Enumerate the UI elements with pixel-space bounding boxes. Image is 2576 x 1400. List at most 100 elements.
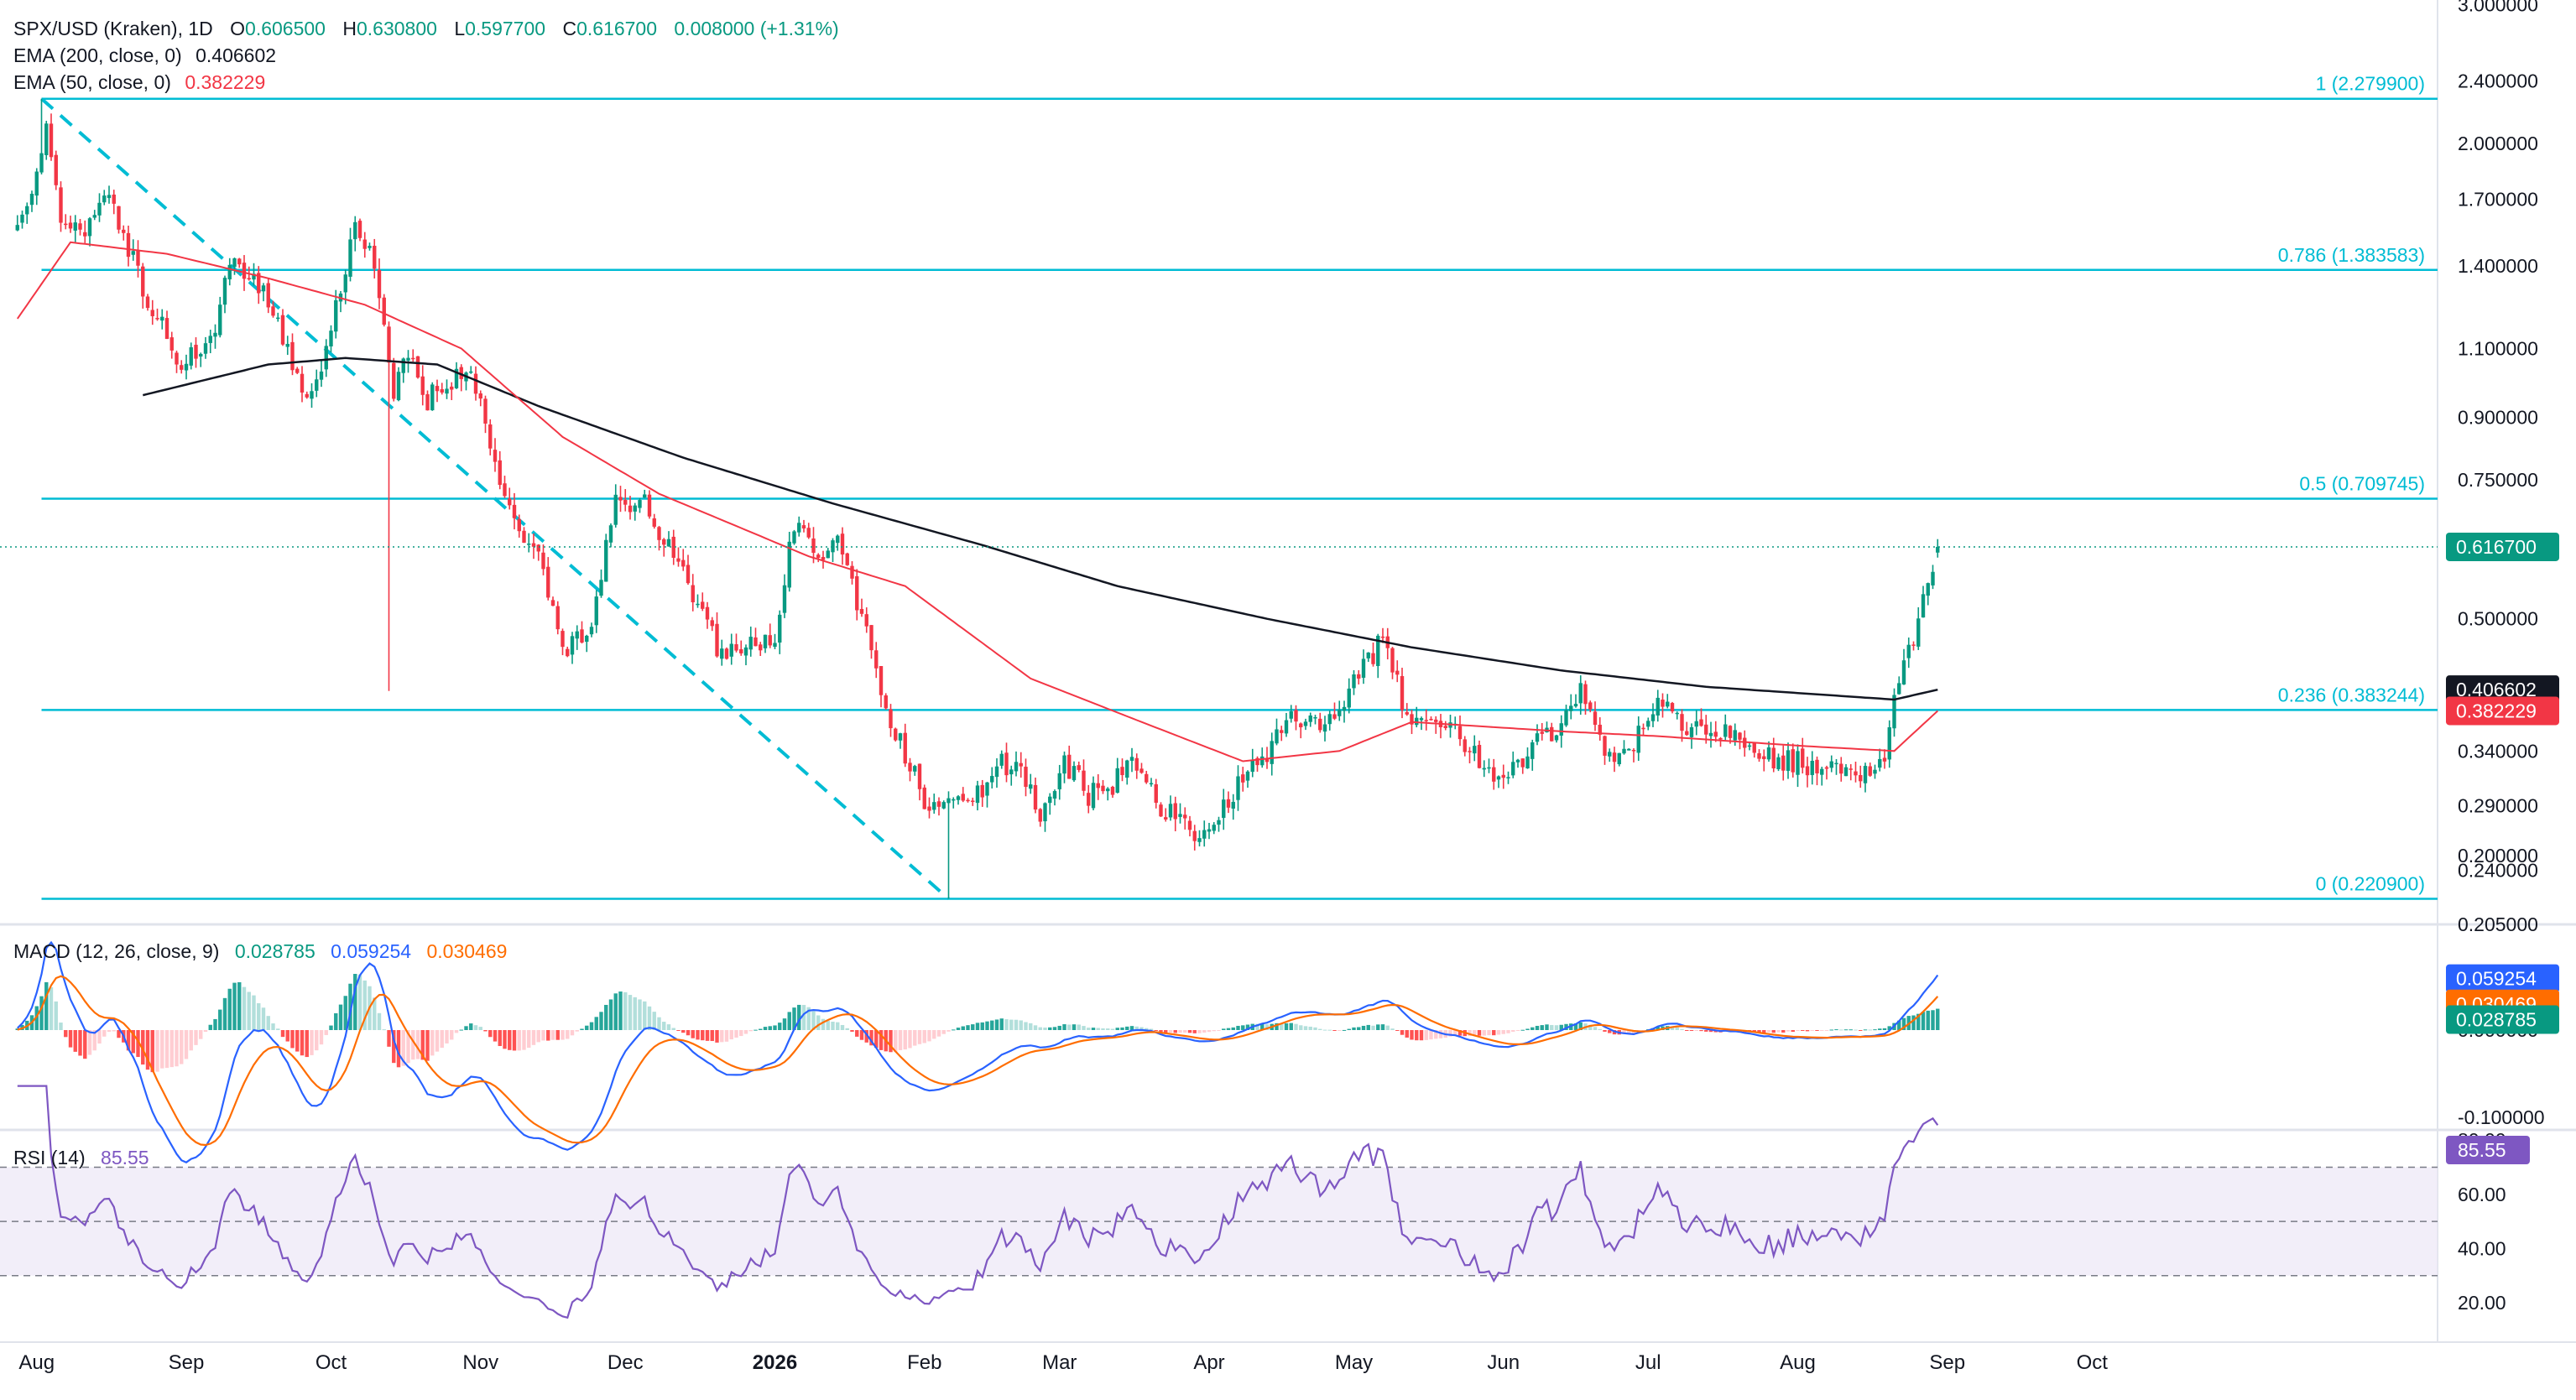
time-tick-label: Feb [907,1351,941,1374]
fib-level[interactable]: 1 (2.279900) [41,73,2438,100]
macd-pane[interactable] [15,940,1940,1163]
macd-bar [396,1030,401,1068]
macd-bar [1183,1030,1187,1033]
fib-level[interactable]: 0.786 (1.383583) [41,244,2438,272]
macd-bar [724,1030,729,1042]
macd-bar [1352,1027,1356,1030]
candle [720,639,724,666]
macd-bar [1689,1030,1694,1032]
macd-bar [1390,1028,1395,1030]
macd-label[interactable]: MACD (12, 26, close, 9) [13,940,219,962]
macd-bar [257,1002,261,1030]
macd-bar [1197,1030,1202,1033]
macd-bar [608,999,613,1030]
time-tick-label: Oct [315,1351,347,1374]
candle [743,644,748,666]
candle [913,764,917,776]
macd-bar [913,1030,917,1046]
macd-bar [1520,1029,1525,1031]
macd-bar [1380,1024,1385,1030]
macd-bar [874,1030,879,1049]
macd-bar [498,1030,502,1047]
macd-bar [1057,1025,1061,1030]
candle [1743,730,1747,757]
macd-bar [1550,1024,1554,1030]
macd-bar [643,1001,647,1030]
ema50-label[interactable]: EMA (50, close, 0) [13,71,171,93]
macd-bar [334,1012,338,1030]
candle [508,487,512,510]
macd-bar [580,1028,584,1030]
macd-bar [1308,1026,1312,1030]
candle [1024,758,1028,797]
symbol-name[interactable]: SPX/USD (Kraken) [13,18,178,39]
candle [1014,751,1019,777]
macd-bar [1145,1028,1149,1030]
macd-bar [1598,1028,1602,1030]
candle [705,601,710,629]
candle [1106,787,1110,801]
macd-bar [1226,1028,1231,1030]
macd-bar [975,1023,980,1030]
macd-bar [840,1024,845,1030]
macd-bar [1675,1027,1679,1030]
macd-bar [666,1024,671,1030]
macd-bar [1868,1029,1872,1031]
macd-bar [1284,1023,1289,1030]
candle [1327,710,1332,731]
candle [78,219,82,236]
fib-level[interactable]: 0.236 (0.383244) [41,684,2438,711]
candle [855,569,859,621]
macd-bar [1593,1027,1598,1030]
candle [941,800,946,809]
macd-bar [1545,1024,1549,1030]
macd-axis[interactable]: 0.2000000.000000-0.1000000.0592540.03046… [2446,845,2559,1128]
fib-level[interactable]: 0 (0.220900) [41,872,2438,900]
candle [1612,747,1617,773]
candle [425,390,430,411]
candle [555,601,560,635]
candle [1506,771,1510,784]
ema200-label[interactable]: EMA (200, close, 0) [13,44,182,66]
candle [566,646,570,658]
fibonacci-retracement[interactable]: 1 (2.279900) 0.786 (1.383583) 0.5 (0.70974… [41,73,2438,900]
macd-bar [628,995,633,1030]
ema200-value: 0.406602 [196,44,276,66]
trend-line[interactable] [40,97,950,900]
macd-bar [1087,1028,1091,1030]
rsi-pane[interactable] [0,1085,2438,1319]
candle [1473,735,1477,762]
candle [1723,714,1728,741]
rsi-band [0,1167,2438,1276]
price-pane[interactable]: 1 (2.279900) 0.786 (1.383583) 0.5 (0.70974… [0,73,2438,900]
macd-bar [1424,1030,1428,1040]
candle [20,211,24,229]
price-axis[interactable]: 3.000000 2.400000 2.000000 1.700000 1.400000… [2446,0,2559,935]
price-badge: 0.059254 [2446,964,2559,993]
candle [710,617,714,632]
candle [1921,586,1926,618]
candle [469,366,473,374]
time-axis[interactable]: Aug Sep Oct Nov Dec 2026 Feb Mar Apr May Jun Jul Aug… [18,1351,2108,1374]
candle [1139,762,1144,774]
macd-bar [1511,1030,1515,1032]
main-legend: SPX/USD (Kraken), 1D O0.606500 H0.630800… [13,18,839,93]
candle [1578,675,1583,715]
macd-bar [1038,1027,1042,1030]
macd-bar [44,981,49,1030]
candle [285,336,289,356]
time-tick-label: Dec [607,1351,644,1374]
candle [768,623,772,648]
interval[interactable]: 1D [188,18,212,39]
candle [213,324,217,349]
fib-level[interactable]: 0.5 (0.709745) [41,473,2438,500]
rsi-label[interactable]: RSI (14) [13,1147,86,1168]
candle [1689,723,1694,749]
candle [102,190,107,206]
macd-bar [903,1030,907,1050]
candle [1733,723,1737,746]
candle [647,490,652,519]
time-tick-label: Aug [18,1351,55,1374]
